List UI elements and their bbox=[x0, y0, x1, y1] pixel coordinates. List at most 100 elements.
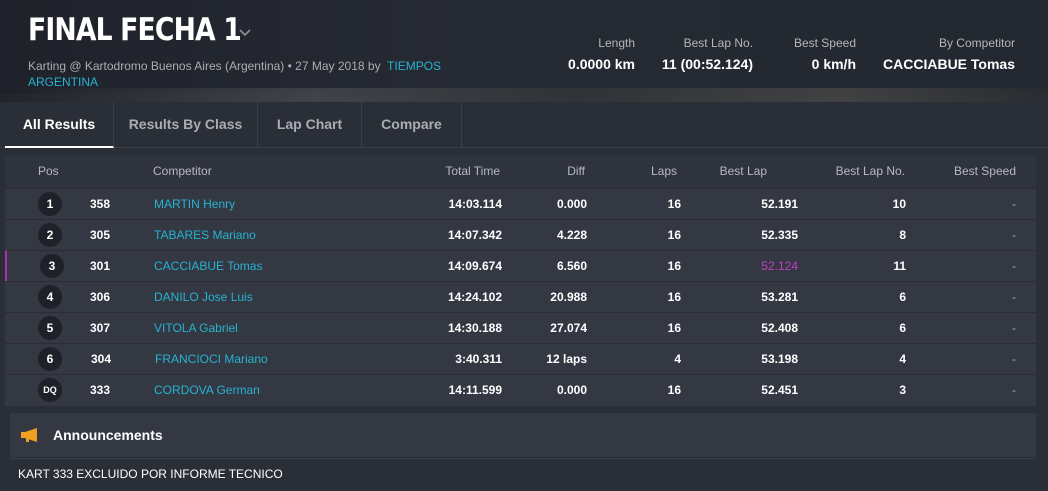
kart-number: 307 bbox=[90, 321, 111, 335]
stat-value: 0.0000 km bbox=[568, 56, 635, 72]
stat-label: Length bbox=[598, 36, 635, 50]
best-lap: 53.198 bbox=[761, 352, 798, 366]
position-badge: 3 bbox=[40, 254, 64, 278]
best-speed: - bbox=[1012, 321, 1016, 335]
competitor-link[interactable]: MARTIN Henry bbox=[154, 197, 236, 211]
best-lap: 52.335 bbox=[761, 228, 798, 242]
kart-number: 305 bbox=[90, 228, 111, 242]
laps: 16 bbox=[667, 321, 681, 335]
announcement-text: KART 333 EXCLUIDO POR INFORME TECNICO bbox=[18, 467, 283, 481]
laps: 16 bbox=[667, 383, 681, 397]
best-lap-no: 11 bbox=[893, 259, 906, 273]
tab-lap-chart[interactable]: Lap Chart bbox=[258, 102, 362, 148]
table-row[interactable]: 4 306 DANILO Jose Luis 14:24.102 20.988 … bbox=[5, 281, 1036, 312]
position-badge: 6 bbox=[38, 347, 62, 371]
total-time: 3:40.311 bbox=[455, 352, 502, 366]
competitor-link[interactable]: CACCIABUE Tomas bbox=[154, 259, 263, 273]
diff: 0.000 bbox=[556, 197, 587, 211]
stat-length: Length 0.0000 km bbox=[545, 36, 635, 73]
laps: 4 bbox=[674, 352, 681, 366]
total-time: 14:09.674 bbox=[447, 259, 502, 273]
organizer-link[interactable]: TIEMPOS ARGENTINA bbox=[28, 59, 442, 89]
best-speed: - bbox=[1012, 383, 1016, 397]
best-lap: 52.408 bbox=[761, 321, 798, 335]
total-time: 14:24.102 bbox=[447, 290, 502, 304]
table-row[interactable]: 2 305 TABARES Mariano 14:07.342 4.228 16… bbox=[5, 219, 1036, 250]
event-details: Karting @ Kartodromo Buenos Aires (Argen… bbox=[28, 59, 381, 73]
competitor-link[interactable]: DANILO Jose Luis bbox=[154, 290, 253, 304]
stat-value: 11 (00:52.124) bbox=[661, 56, 753, 72]
kart-number: 333 bbox=[90, 383, 111, 397]
diff: 4.228 bbox=[556, 228, 587, 242]
best-lap-no: 10 bbox=[892, 197, 906, 211]
header-competitor[interactable]: Competitor bbox=[153, 164, 212, 178]
best-lap-no: 6 bbox=[899, 321, 906, 335]
competitor-link[interactable]: FRANCIOCI Mariano bbox=[155, 352, 268, 366]
table-row[interactable]: 6 304 FRANCIOCI Mariano 3:40.311 12 laps… bbox=[5, 343, 1036, 374]
tab-compare[interactable]: Compare bbox=[362, 102, 462, 148]
best-lap-no: 3 bbox=[899, 383, 906, 397]
tab-results-by-class[interactable]: Results By Class bbox=[114, 102, 258, 148]
header-best-lap-no[interactable]: Best Lap No. bbox=[835, 164, 905, 178]
position-badge: 5 bbox=[38, 316, 62, 340]
best-lap-no: 4 bbox=[899, 352, 906, 366]
event-subtitle: Karting @ Kartodromo Buenos Aires (Argen… bbox=[28, 58, 488, 90]
page-title: FINAL FECHA 1 bbox=[28, 12, 242, 48]
best-speed: - bbox=[1012, 228, 1016, 242]
laps: 16 bbox=[667, 290, 681, 304]
stat-value: 0 km/h bbox=[811, 56, 856, 72]
diff: 20.988 bbox=[550, 290, 587, 304]
best-lap-no: 8 bbox=[899, 228, 906, 242]
best-speed: - bbox=[1012, 197, 1016, 211]
announcements-body: KART 333 EXCLUIDO POR INFORME TECNICO bbox=[10, 458, 1036, 491]
kart-number: 304 bbox=[91, 352, 112, 366]
announcements-header: Announcements bbox=[10, 413, 1036, 457]
position-badge: 4 bbox=[38, 285, 62, 309]
results-table: Pos Competitor Total Time Diff Laps Best… bbox=[5, 156, 1036, 406]
laps: 16 bbox=[667, 259, 681, 273]
kart-number: 306 bbox=[90, 290, 111, 304]
chevron-down-icon[interactable] bbox=[238, 26, 252, 40]
best-lap: 52.124 bbox=[761, 259, 798, 273]
header-pos[interactable]: Pos bbox=[38, 164, 59, 178]
table-header: Pos Competitor Total Time Diff Laps Best… bbox=[5, 156, 1036, 188]
header-best-lap[interactable]: Best Lap bbox=[719, 164, 767, 178]
stat-by-competitor: By Competitor CACCIABUE Tomas bbox=[875, 36, 1015, 73]
stat-label: Best Speed bbox=[793, 36, 856, 50]
kart-number: 301 bbox=[90, 259, 111, 273]
diff: 27.074 bbox=[550, 321, 587, 335]
best-speed: - bbox=[1012, 290, 1016, 304]
best-speed: - bbox=[1012, 352, 1016, 366]
total-time: 14:07.342 bbox=[447, 228, 502, 242]
diff: 12 laps bbox=[546, 352, 587, 366]
stat-label: Best Lap No. bbox=[683, 36, 753, 50]
header-best-speed[interactable]: Best Speed bbox=[953, 164, 1016, 178]
diff: 0.000 bbox=[556, 383, 587, 397]
disqualified-badge: DQ bbox=[38, 378, 62, 402]
header-laps[interactable]: Laps bbox=[650, 164, 677, 178]
table-row[interactable]: 1 358 MARTIN Henry 14:03.114 0.000 16 52… bbox=[5, 188, 1036, 219]
diff: 6.560 bbox=[556, 259, 587, 273]
results-tabs: All Results Results By Class Lap Chart C… bbox=[0, 102, 1048, 148]
tab-all-results[interactable]: All Results bbox=[5, 102, 114, 148]
event-header: FINAL FECHA 1 Karting @ Kartodromo Bueno… bbox=[0, 0, 1048, 102]
announcements-title: Announcements bbox=[53, 427, 163, 443]
table-row[interactable]: 5 307 VITOLA Gabriel 14:30.188 27.074 16… bbox=[5, 312, 1036, 343]
table-row[interactable]: DQ 333 CORDOVA German 14:11.599 0.000 16… bbox=[5, 374, 1036, 405]
header-diff[interactable]: Diff bbox=[567, 164, 585, 178]
stat-best-lap-no: Best Lap No. 11 (00:52.124) bbox=[643, 36, 753, 73]
kart-number: 358 bbox=[90, 197, 111, 211]
competitor-link[interactable]: CORDOVA German bbox=[154, 383, 260, 397]
competitor-link[interactable]: VITOLA Gabriel bbox=[154, 321, 238, 335]
total-time: 14:11.599 bbox=[448, 383, 502, 397]
table-row[interactable]: 3 301 CACCIABUE Tomas 14:09.674 6.560 16… bbox=[5, 250, 1036, 281]
best-lap-no: 6 bbox=[899, 290, 906, 304]
total-time: 14:30.188 bbox=[447, 321, 502, 335]
laps: 16 bbox=[667, 228, 681, 242]
megaphone-icon bbox=[21, 428, 37, 442]
best-speed: - bbox=[1012, 259, 1016, 273]
stat-best-speed: Best Speed 0 km/h bbox=[766, 36, 856, 73]
position-badge: 2 bbox=[38, 223, 62, 247]
competitor-link[interactable]: TABARES Mariano bbox=[154, 228, 256, 242]
header-total-time[interactable]: Total Time bbox=[445, 164, 500, 178]
